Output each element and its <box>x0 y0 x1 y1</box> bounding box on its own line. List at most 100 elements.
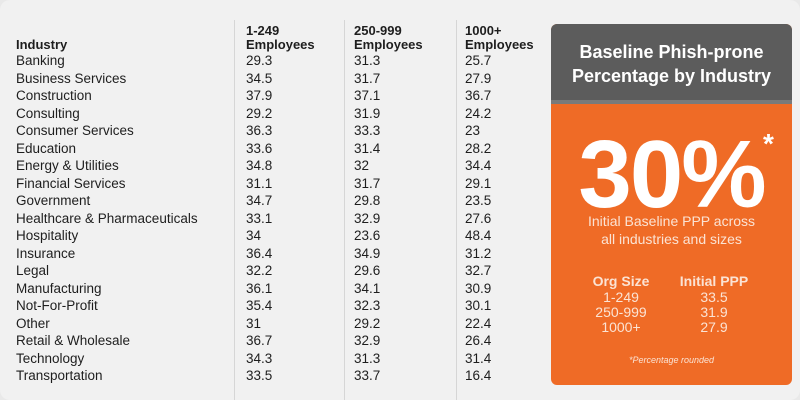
value-250-999-cell: 32.3 <box>354 298 381 313</box>
value-250-999-cell: 37.1 <box>354 88 381 103</box>
value-1-249-cell: 36.1 <box>246 280 273 296</box>
value-250-999-cell: 29.2 <box>354 315 381 331</box>
caption-line2: all industries and sizes <box>601 231 742 247</box>
header-1000-plus-line2: Employees <box>465 37 534 52</box>
footnote: *Percentage rounded <box>628 355 715 365</box>
industry-cell: Insurance <box>16 245 76 261</box>
value-250-999-cell: 31.4 <box>354 140 381 156</box>
value-1000-plus-cell: 25.7 <box>465 53 492 68</box>
value-1-249-cell: 34 <box>246 228 262 243</box>
value-250-999-cell: 32 <box>354 158 370 173</box>
table-row: Retail & Wholesale 36.7 32.9 26.4 <box>10 332 542 350</box>
value-250-999-cell: 34.9 <box>354 245 381 261</box>
header-1-249: 1-249 Employees <box>246 24 315 52</box>
value-1000-plus-cell: 22.4 <box>465 315 492 331</box>
value-1000-plus-cell: 30.1 <box>465 298 492 313</box>
industry-cell: Other <box>16 315 50 331</box>
column-divider <box>344 20 345 400</box>
table-body: Banking 29.3 31.3 25.7 Business Services 34.5… <box>10 52 542 385</box>
table-row: Other 31 29.2 22.4 <box>10 315 542 333</box>
value-250-999-cell: 29.6 <box>354 263 381 278</box>
value-1000-plus-cell: 32.7 <box>465 263 492 278</box>
value-1-249-cell: 29.3 <box>246 53 273 68</box>
asterisk-mark: * <box>763 128 774 159</box>
industry-table: Industry 1-249 Employees 250-999 Employe… <box>10 16 542 400</box>
overall-ppp-value: 30% <box>578 121 766 228</box>
panel-title-line2: Percentage by Industry <box>571 66 772 86</box>
industry-cell: Technology <box>16 350 85 366</box>
header-250-999-line1: 250-999 <box>354 23 402 38</box>
overall-ppp-caption: Initial Baseline PPP across all industri… <box>551 212 792 248</box>
summary-panel: Baseline Phish-prone Percentage by Indus… <box>551 24 792 385</box>
value-1-249-cell: 29.2 <box>246 105 273 121</box>
value-1-249-cell: 34.3 <box>246 350 273 366</box>
panel-title: Baseline Phish-prone Percentage by Indus… <box>551 24 792 100</box>
header-250-999: 250-999 Employees <box>354 24 423 52</box>
table-row: Technology 34.3 31.3 31.4 <box>10 350 542 368</box>
value-1000-plus-cell: 23.5 <box>465 193 492 208</box>
value-1000-plus-cell: 48.4 <box>465 228 492 243</box>
value-1000-plus-cell: 31.4 <box>465 350 492 366</box>
header-1-249-line1: 1-249 <box>246 23 280 38</box>
industry-cell: Legal <box>16 263 50 278</box>
industry-cell: Business Services <box>16 70 127 86</box>
value-1000-plus-cell: 27.9 <box>465 70 492 86</box>
industry-cell: Retail & Wholesale <box>16 333 131 348</box>
value-250-999-cell: 33.7 <box>354 368 381 383</box>
table-row: Legal 32.2 29.6 32.7 <box>10 262 542 280</box>
value-1000-plus-cell: 28.2 <box>465 140 492 156</box>
industry-cell: Hospitality <box>16 228 79 243</box>
org-size-value: 1-249 <box>603 289 639 305</box>
value-1-249-cell: 36.3 <box>246 123 273 138</box>
value-250-999-cell: 31.3 <box>354 53 381 68</box>
initial-ppp-value: 31.9 <box>700 304 728 320</box>
column-divider <box>234 20 235 400</box>
table-row: Transportation 33.5 33.7 16.4 <box>10 367 542 385</box>
industry-cell: Not-For-Profit <box>16 298 98 313</box>
initial-ppp-value: 33.5 <box>700 289 728 305</box>
table-row: Hospitality 34 23.6 48.4 <box>10 227 542 245</box>
table-row: Financial Services 31.1 31.7 29.1 <box>10 175 542 193</box>
industry-cell: Government <box>16 193 91 208</box>
table-row: Banking 29.3 31.3 25.7 <box>10 52 542 70</box>
caption-line1: Initial Baseline PPP across <box>587 213 756 229</box>
industry-cell: Financial Services <box>16 175 126 191</box>
value-1-249-cell: 33.6 <box>246 140 273 156</box>
value-1000-plus-cell: 29.1 <box>465 175 492 191</box>
table-row: Business Services 34.5 31.7 27.9 <box>10 70 542 88</box>
table-row: Consumer Services 36.3 33.3 23 <box>10 122 542 140</box>
header-1000-plus: 1000+ Employees <box>465 24 534 52</box>
value-250-999-cell: 29.8 <box>354 193 381 208</box>
value-1000-plus-cell: 16.4 <box>465 368 492 383</box>
value-1-249-cell: 31 <box>246 315 262 331</box>
value-1000-plus-cell: 31.2 <box>465 245 492 261</box>
value-250-999-cell: 34.1 <box>354 280 381 296</box>
table-row: Not-For-Profit 35.4 32.3 30.1 <box>10 297 542 315</box>
org-size-header: Org Size <box>592 273 650 289</box>
table-row: Government 34.7 29.8 23.5 <box>10 192 542 210</box>
header-industry: Industry <box>16 37 68 52</box>
header-250-999-line2: Employees <box>354 37 423 52</box>
org-size-column: Org Size 1-249 250-999 1000+ <box>571 272 671 335</box>
value-1-249-cell: 34.5 <box>246 70 273 86</box>
table-header: Industry 1-249 Employees 250-999 Employe… <box>10 16 542 52</box>
initial-ppp-value: 27.9 <box>700 319 728 335</box>
industry-cell: Healthcare & Pharmaceuticals <box>16 210 198 226</box>
header-1000-plus-line1: 1000+ <box>465 23 502 38</box>
industry-cell: Consulting <box>16 105 80 121</box>
value-1000-plus-cell: 34.4 <box>465 158 492 173</box>
table-row: Manufacturing 36.1 34.1 30.9 <box>10 280 542 298</box>
industry-cell: Education <box>16 140 77 156</box>
value-1-249-cell: 36.7 <box>246 333 273 348</box>
value-1-249-cell: 32.2 <box>246 263 273 278</box>
table-row: Education 33.6 31.4 28.2 <box>10 140 542 158</box>
panel-divider <box>551 100 792 104</box>
value-1-249-cell: 33.5 <box>246 368 273 383</box>
org-size-value: 1000+ <box>601 319 641 335</box>
initial-ppp-header: Initial PPP <box>679 273 749 289</box>
value-1000-plus-cell: 30.9 <box>465 280 492 296</box>
column-divider <box>456 20 457 400</box>
table-row: Construction 37.9 37.1 36.7 <box>10 87 542 105</box>
value-250-999-cell: 32.9 <box>354 333 381 348</box>
